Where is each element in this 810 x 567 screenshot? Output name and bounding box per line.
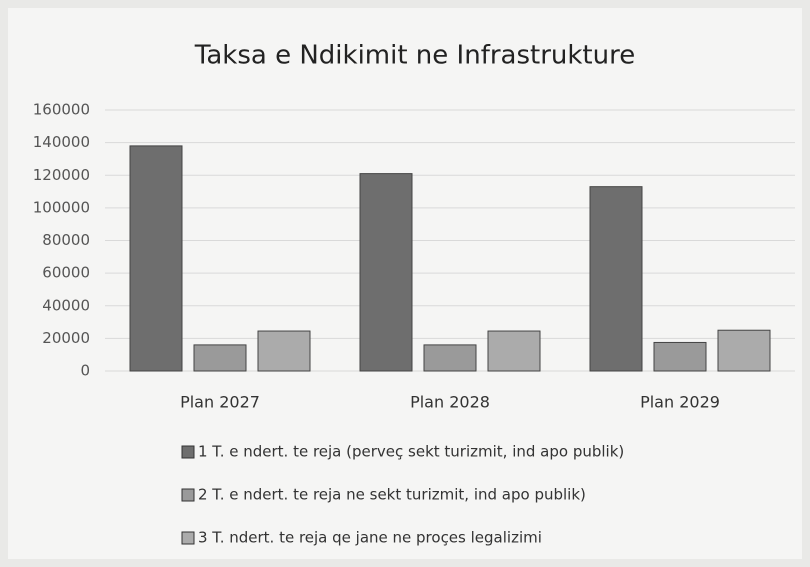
bar [717,329,771,372]
chart-title: Taksa e Ndikimit ne Infrastrukture [194,41,635,71]
bar [359,173,413,372]
bar [423,344,477,372]
x-tick-label: Plan 2027 [180,393,260,412]
bar [193,344,247,372]
bar [257,330,311,372]
y-tick-label: 40000 [42,296,90,314]
y-tick-label: 140000 [33,133,90,151]
y-tick-label: 100000 [33,198,90,216]
x-tick-label: Plan 2028 [410,393,490,412]
y-tick-label: 120000 [33,166,90,184]
y-tick-label: 160000 [33,101,90,119]
legend-swatch [181,445,195,459]
y-tick-label: 0 [80,362,90,380]
x-tick-label: Plan 2029 [640,393,720,412]
bar [653,341,707,372]
legend-label: 1 T. e ndert. te reja (perveç sekt turiz… [198,443,624,461]
bar [129,145,183,372]
y-tick-label: 80000 [42,231,90,249]
legend-swatch [181,531,195,545]
y-tick-label: 60000 [42,264,90,282]
bar [487,330,541,372]
legend-label: 2 T. e ndert. te reja ne sekt turizmit, … [198,486,586,504]
y-tick-label: 20000 [42,329,90,347]
legend-label: 3 T. ndert. te reja qe jane ne proçes le… [198,529,542,547]
bar [589,186,643,372]
legend-swatch [181,488,195,502]
